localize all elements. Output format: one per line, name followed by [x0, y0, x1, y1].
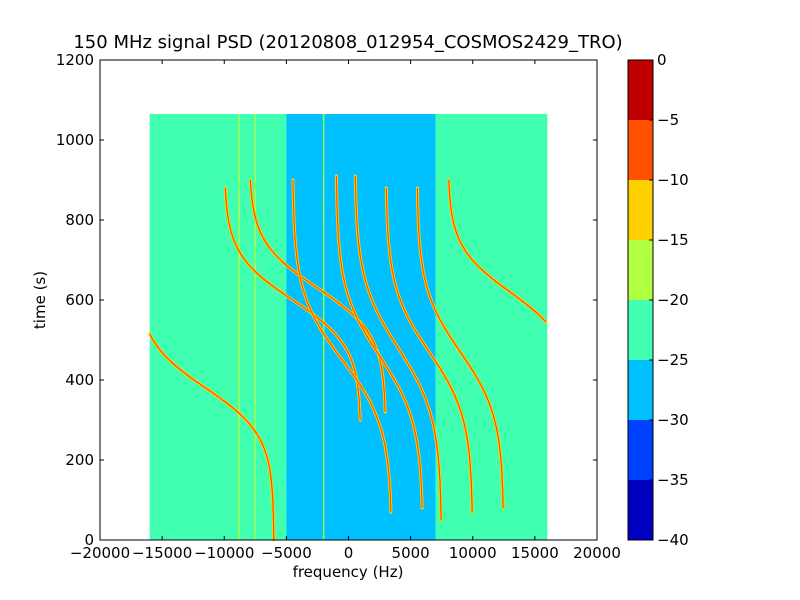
colorbar-tick-label: −25: [657, 351, 689, 369]
x-axis-label: frequency (Hz): [293, 563, 404, 581]
colorbar-level: [628, 480, 653, 540]
x-tick-label: −5000: [261, 544, 312, 562]
x-tick-label: 5000: [392, 544, 430, 562]
colorbar-tick-label: −40: [657, 531, 689, 549]
doppler-trace: [385, 187, 473, 512]
colorbar-tick-label: −15: [657, 231, 689, 249]
y-axis: 0 200 400 600 800 1000 1200: [56, 51, 597, 549]
y-tick-label: 600: [65, 291, 94, 309]
colorbar-level: [628, 240, 653, 300]
colorbar-tick-label: −5: [657, 111, 679, 129]
colorbar-tick-label: −30: [657, 411, 689, 429]
x-tick-label: 0: [344, 544, 354, 562]
colorbar-level: [628, 300, 653, 360]
plot-area: [99, 59, 598, 542]
colorbar-tick-label: −10: [657, 171, 689, 189]
doppler-trace: [149, 333, 275, 540]
x-tick-label: 10000: [449, 544, 497, 562]
colorbar-tick-label: −35: [657, 471, 689, 489]
y-axis-label: time (s): [31, 271, 49, 329]
colorbar-tick-label: 0: [657, 51, 667, 69]
colorbar-tick-label: −20: [657, 291, 689, 309]
doppler-trace: [335, 176, 423, 509]
y-tick-label: 1000: [56, 131, 94, 149]
doppler-trace: [354, 176, 442, 520]
doppler-trace: [292, 179, 392, 513]
x-axis: −20000 −15000 −10000 −5000 0 5000 10000 15000 20…: [70, 60, 621, 562]
x-tick-label: −15000: [132, 544, 192, 562]
colorbar-level: [628, 180, 653, 240]
y-tick-label: 0: [84, 531, 94, 549]
y-tick-label: 400: [65, 371, 94, 389]
x-tick-label: 20000: [573, 544, 621, 562]
colorbar-level: [628, 60, 653, 120]
colorbar-level: [628, 360, 653, 420]
doppler-trace: [416, 188, 504, 509]
y-tick-label: 1200: [56, 51, 94, 69]
colorbar: 0 −5 −10 −15 −20 −25 −30 −35 −40: [627, 51, 689, 549]
y-tick-label: 800: [65, 211, 94, 229]
doppler-trace: [448, 179, 547, 323]
x-tick-label: 15000: [511, 544, 559, 562]
x-tick-label: −10000: [194, 544, 254, 562]
y-tick-label: 200: [65, 451, 94, 469]
doppler-trace: [249, 179, 386, 412]
colorbar-level: [628, 120, 653, 180]
chart-title: 150 MHz signal PSD (20120808_012954_COSM…: [73, 32, 622, 53]
x-tick-label: −20000: [70, 544, 130, 562]
colorbar-level: [628, 420, 653, 480]
